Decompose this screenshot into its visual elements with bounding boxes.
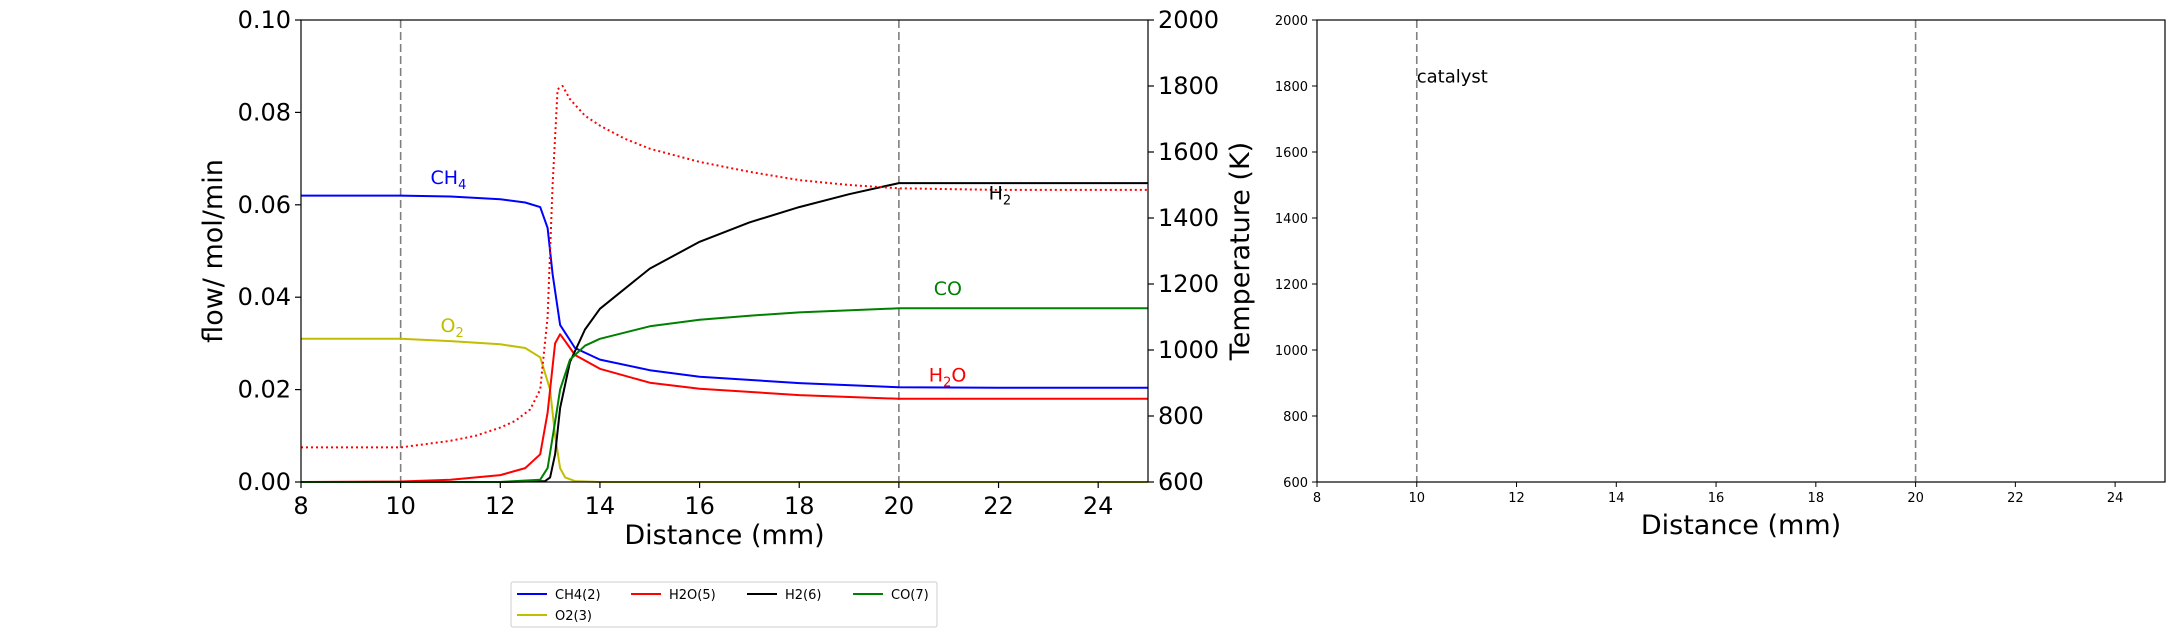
- y-tick-label: 0.08: [238, 98, 291, 126]
- x-axis-ticks: 8 10 12 14 16 18 20 22 24: [293, 482, 1113, 520]
- x-axis-label: Distance (mm): [624, 520, 824, 551]
- legend-label: O2(3): [555, 609, 592, 624]
- temperature-panel: 8 10 12 14 16 18 20 22 24 600 800 1000 1200 1400 1600…: [1275, 14, 2166, 541]
- y2-tick-label: 600: [1158, 468, 1204, 496]
- x-tick-label: 10: [385, 492, 416, 520]
- y2-tick-label: 1000: [1158, 336, 1219, 364]
- y-axis-ticks: 600 800 1000 1200 1400 1600 1800 2000: [1275, 14, 1317, 491]
- catalyst-boundary-lines: [399, 20, 900, 482]
- legend-entry: CH4(2): [517, 588, 601, 603]
- y-tick-label: 1800: [1275, 80, 1308, 95]
- temperature-axis-label: Temperature (K): [1225, 142, 1256, 361]
- y-tick-label: 0.06: [238, 191, 291, 219]
- x-tick-label: 24: [1083, 492, 1114, 520]
- x-tick-label: 18: [1808, 491, 1825, 506]
- x-tick-label: 12: [1508, 491, 1525, 506]
- catalyst-boundary-lines: [1415, 20, 1917, 482]
- x-tick-label: 8: [293, 492, 308, 520]
- series-annotation: O2: [441, 315, 464, 341]
- series-annotations: CH4 O2 H2 CO H2O: [431, 167, 1012, 390]
- x-tick-label: 18: [784, 492, 815, 520]
- y-tick-label: 800: [1283, 410, 1308, 425]
- x-tick-label: 14: [585, 492, 616, 520]
- series-line: [301, 182, 1148, 483]
- series-lines: [300, 85, 1148, 483]
- y-tick-label: 0.00: [238, 468, 291, 496]
- temperature-axis-ticks: 600 800 1000 1200 1400 1600 1800 2000: [1148, 6, 1219, 496]
- x-tick-label: 8: [1313, 491, 1321, 506]
- y-tick-label: 2000: [1275, 14, 1308, 29]
- y-tick-label: 0.10: [238, 6, 291, 34]
- plot-frame: [300, 19, 1149, 483]
- y-tick-label: 1000: [1275, 344, 1308, 359]
- y2-tick-label: 2000: [1158, 6, 1219, 34]
- x-tick-label: 12: [485, 492, 516, 520]
- y-axis-ticks: 0.00 0.02 0.04 0.06 0.08 0.10: [238, 6, 301, 496]
- legend-entry: H2(6): [747, 588, 821, 603]
- y-tick-label: 0.04: [238, 283, 291, 311]
- plot-frame: [1316, 19, 2166, 483]
- x-tick-label: 24: [2107, 491, 2124, 506]
- legend-entry: H2O(5): [631, 588, 716, 603]
- x-tick-label: 20: [884, 492, 915, 520]
- legend-box: [510, 581, 938, 628]
- y2-tick-label: 1600: [1158, 138, 1219, 166]
- legend-label: CO(7): [891, 588, 929, 603]
- x-tick-label: 16: [1708, 491, 1725, 506]
- series-annotation: H2: [989, 182, 1012, 208]
- series-annotation: H2O: [929, 364, 967, 390]
- y-tick-label: 600: [1283, 476, 1308, 491]
- x-tick-label: 14: [1608, 491, 1625, 506]
- y-tick-label: 0.02: [238, 376, 291, 404]
- temperature-line: [301, 85, 1148, 449]
- x-axis-ticks: 8 10 12 14 16 18 20 22 24: [1313, 482, 2124, 506]
- series-line: [301, 194, 1148, 389]
- series-line: [300, 333, 1148, 483]
- series-annotation: CH4: [431, 167, 467, 193]
- y2-tick-label: 1800: [1158, 72, 1219, 100]
- x-tick-label: 10: [1408, 491, 1425, 506]
- x-tick-label: 22: [983, 492, 1014, 520]
- y-tick-label: 1600: [1275, 146, 1308, 161]
- y-axis-label: flow/ mol/min: [198, 159, 229, 343]
- x-tick-label: 22: [2007, 491, 2024, 506]
- flow-temperature-panel: 8 10 12 14 16 18 20 22 24 0.000.020.040.060.080.…: [198, 6, 1256, 551]
- y-tick-label: 1400: [1275, 212, 1308, 227]
- y2-tick-label: 800: [1158, 402, 1204, 430]
- legend-entry: O2(3): [517, 609, 592, 624]
- legend-label: H2O(5): [669, 588, 716, 603]
- x-axis-label: Distance (mm): [1641, 510, 1841, 541]
- series-annotation: CO: [934, 278, 962, 300]
- catalyst-annotation: catalyst: [1417, 67, 1488, 88]
- legend: CH4(2) H2O(5) H2(6) CO(7) O2(3): [510, 581, 938, 628]
- legend-label: H2(6): [785, 588, 821, 603]
- legend-label: CH4(2): [555, 588, 601, 603]
- panel-annotations: catalyst: [1417, 67, 1488, 88]
- series-line: [301, 307, 1148, 483]
- y-tick-label: 1200: [1275, 278, 1308, 293]
- x-tick-label: 20: [1907, 491, 1924, 506]
- legend-entry: CO(7): [853, 588, 929, 603]
- x-tick-label: 16: [684, 492, 715, 520]
- y2-tick-label: 1400: [1158, 204, 1219, 232]
- y2-tick-label: 1200: [1158, 270, 1219, 298]
